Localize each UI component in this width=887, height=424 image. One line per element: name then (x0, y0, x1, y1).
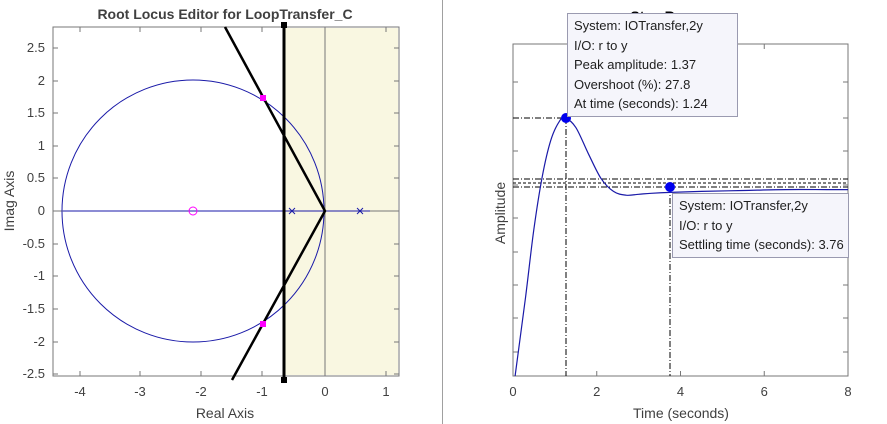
rl-closed-loop-pole[interactable] (260, 321, 266, 327)
rl-title: Root Locus Editor for LoopTransfer_C (97, 6, 352, 22)
rl-ticks: -4 -3 -2 -1 0 1 2.5 2 1.5 1 0.5 0 -0.5 -1 -1.5 -2 -2.5 (23, 27, 399, 399)
rl-xtick-label: -1 (256, 384, 268, 399)
peak-tip-amplitude: Peak amplitude: 1.37 (574, 57, 697, 72)
peak-tip-system: System: IOTransfer,2y (574, 18, 703, 33)
rl-xtick-label: 0 (321, 384, 328, 399)
rl-shaded-region (283, 28, 398, 375)
sr-xtick-label: 0 (509, 384, 516, 399)
sr-peak-datatip[interactable]: System: IOTransfer,2y I/O: r to y Peak a… (567, 13, 738, 117)
rl-ytick-label: 2.5 (27, 40, 45, 55)
rl-xlabel: Real Axis (196, 405, 254, 421)
sr-xtick-label: 4 (677, 384, 684, 399)
rl-open-loop-pole[interactable] (288, 207, 296, 215)
rl-zero-marker[interactable] (188, 206, 198, 216)
rl-open-loop-pole[interactable] (356, 207, 364, 215)
rl-xtick-label: 1 (382, 384, 389, 399)
settle-tip-system: System: IOTransfer,2y (679, 198, 808, 213)
rl-xtick-label: -4 (74, 384, 86, 399)
sr-response-curve (514, 117, 848, 377)
rl-ytick-label: -1 (33, 268, 45, 283)
rl-ytick-label: -2 (33, 334, 45, 349)
peak-tip-io: I/O: r to y (574, 37, 628, 53)
sr-ylabel: Amplitude (492, 182, 508, 244)
rl-ytick-label: -1.5 (23, 301, 45, 316)
rl-ytick-label: -2.5 (23, 366, 45, 381)
sr-settle-datatip[interactable]: System: IOTransfer,2y I/O: r to y Settli… (672, 193, 849, 258)
settle-tip-time: Settling time (seconds): 3.76 (679, 237, 844, 252)
peak-tip-overshoot: Overshoot (%): 27.8 (574, 76, 691, 92)
rl-ytick-label: 1 (38, 138, 45, 153)
rl-closed-loop-pole[interactable] (260, 95, 266, 101)
rl-xtick-label: -2 (195, 384, 207, 399)
settle-tip-io: I/O: r to y (679, 217, 733, 233)
sr-xtick-label: 2 (593, 384, 600, 399)
rl-markers (188, 95, 364, 327)
sr-xlabel: Time (seconds) (633, 405, 729, 421)
rl-ylabel: Imag Axis (1, 171, 17, 232)
rl-xtick-label: -3 (134, 384, 146, 399)
rl-settling-handle-bottom[interactable] (281, 377, 287, 383)
panel-divider (442, 0, 443, 424)
rl-ytick-label: 2 (38, 73, 45, 88)
peak-tip-time: At time (seconds): 1.24 (574, 96, 708, 111)
sr-settle-marker[interactable] (665, 182, 675, 192)
rl-ytick-label: 0 (38, 203, 45, 218)
rl-ytick-label: -0.5 (23, 236, 45, 251)
rl-settling-handle-top[interactable] (281, 22, 287, 28)
rl-ytick-label: 0.5 (27, 170, 45, 185)
sr-xtick-label: 6 (761, 384, 768, 399)
sr-xtick-label: 8 (844, 384, 851, 399)
rl-ytick-label: 1.5 (27, 105, 45, 120)
